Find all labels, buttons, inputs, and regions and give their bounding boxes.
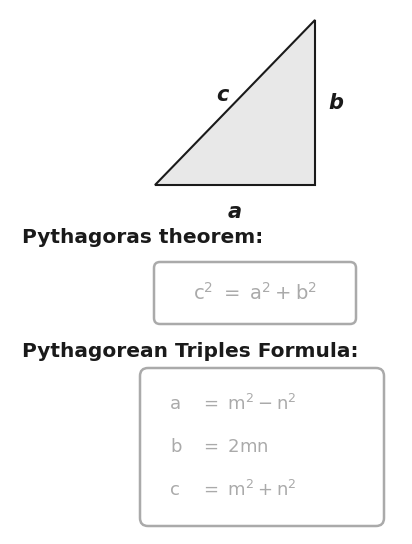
- Text: $\mathregular{c^2\ =\ a^2 + b^2}$: $\mathregular{c^2\ =\ a^2 + b^2}$: [193, 282, 317, 304]
- Text: a: a: [228, 202, 242, 222]
- Text: Pythagoras theorem:: Pythagoras theorem:: [22, 228, 263, 247]
- Polygon shape: [155, 20, 315, 185]
- Text: b: b: [170, 438, 182, 456]
- Text: b: b: [328, 93, 343, 113]
- Text: $\mathregular{= \ m^2 - n^2}$: $\mathregular{= \ m^2 - n^2}$: [200, 394, 297, 414]
- Text: a: a: [170, 395, 181, 413]
- Text: $\mathregular{= \ m^2 + n^2}$: $\mathregular{= \ m^2 + n^2}$: [200, 480, 297, 500]
- Text: Pythagorean Triples Formula:: Pythagorean Triples Formula:: [22, 342, 358, 361]
- Text: c: c: [216, 85, 228, 105]
- Text: c: c: [170, 481, 180, 499]
- FancyBboxPatch shape: [154, 262, 356, 324]
- Text: $\mathregular{= \ 2mn}$: $\mathregular{= \ 2mn}$: [200, 438, 269, 456]
- FancyBboxPatch shape: [140, 368, 384, 526]
